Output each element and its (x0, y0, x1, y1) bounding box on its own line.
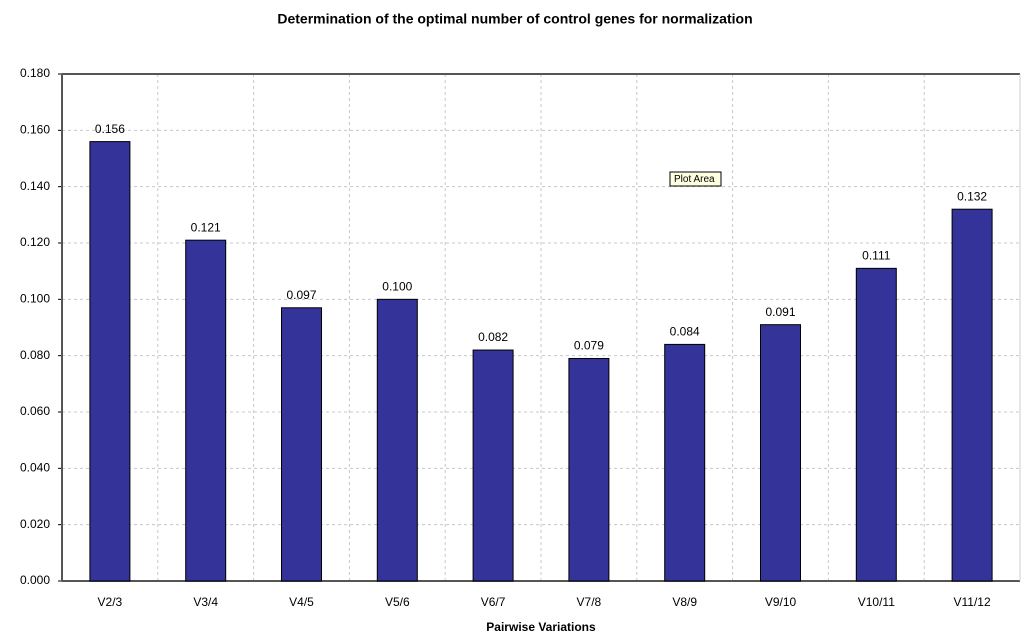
y-tick-label: 0.120 (20, 235, 50, 249)
bar (472, 349, 514, 582)
bar (951, 208, 993, 582)
y-tick-label: 0.140 (20, 179, 50, 193)
x-tick-label: V5/6 (385, 595, 410, 609)
x-tick-label: V11/12 (954, 595, 991, 609)
bar (855, 267, 897, 582)
value-label: 0.156 (95, 122, 125, 136)
y-tick-label: 0.080 (20, 348, 50, 362)
bar (760, 324, 801, 582)
y-tick-label: 0.040 (20, 461, 50, 475)
x-tick-label: V3/4 (193, 595, 218, 609)
y-tick-label: 0.000 (20, 573, 50, 587)
y-tick-label: 0.160 (20, 123, 50, 137)
bar (281, 307, 322, 582)
value-label: 0.100 (382, 280, 412, 294)
value-label: 0.097 (286, 288, 316, 302)
bar (89, 141, 131, 582)
x-tick-label: V2/3 (98, 595, 123, 609)
value-label: 0.084 (670, 325, 700, 339)
bar (664, 343, 706, 582)
y-tick-label: 0.020 (20, 517, 50, 531)
chart-title: Determination of the optimal number of c… (277, 11, 752, 27)
bar (568, 357, 610, 582)
value-label: 0.111 (862, 249, 891, 263)
x-tick-label: V7/8 (577, 595, 602, 609)
bar (376, 298, 418, 582)
x-tick-label: V4/5 (289, 595, 314, 609)
tooltip-text: Plot Area (674, 174, 715, 185)
y-tick-label: 0.060 (20, 404, 50, 418)
value-label: 0.082 (478, 330, 508, 344)
x-tick-label: V9/10 (765, 595, 797, 609)
x-tick-label: V6/7 (481, 595, 506, 609)
bar (185, 239, 227, 582)
value-label: 0.079 (574, 339, 604, 353)
value-label: 0.121 (191, 220, 221, 234)
value-label: 0.132 (957, 189, 987, 203)
y-tick-label: 0.100 (20, 292, 50, 306)
y-tick-label: 0.180 (20, 66, 50, 80)
x-tick-label: V8/9 (672, 595, 697, 609)
x-tick-label: V10/11 (858, 595, 895, 609)
x-axis-label: Pairwise Variations (486, 620, 596, 634)
value-label: 0.091 (765, 305, 795, 319)
tooltip-box (669, 171, 722, 187)
